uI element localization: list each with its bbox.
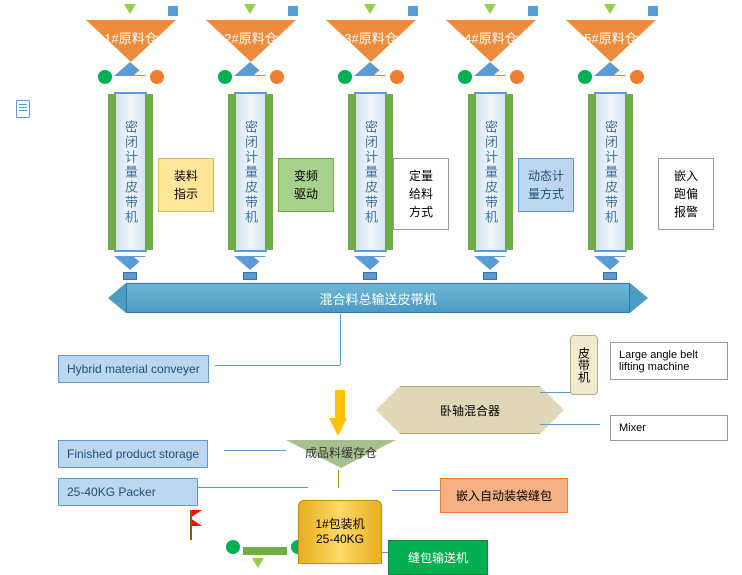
status-ball-orange (390, 70, 404, 84)
conveyor-cap-left (108, 283, 126, 313)
feed-square-icon (648, 6, 658, 16)
belt-weigher-5: 密闭计量皮带机 (594, 92, 627, 252)
belt-label: 密闭计量皮带机 (361, 120, 380, 225)
status-ball-green (578, 70, 592, 84)
gate-icon (483, 272, 497, 280)
packer-drum: 1#包装机 25-40KG (298, 500, 382, 564)
belt-label: 密闭计量皮带机 (601, 120, 620, 225)
mixer-hex: 卧轴混合器 (400, 386, 540, 434)
belt-weigher-2: 密闭计量皮带机 (234, 92, 267, 252)
orange-tag-text: 嵌入自动装袋缝包 (456, 489, 552, 503)
connector-line (392, 490, 440, 491)
belt-weigher-3: 密闭计量皮带机 (354, 92, 387, 252)
drum-line2: 25-40KG (299, 532, 381, 546)
auto-packer-tag: 嵌入自动装袋缝包 (440, 478, 568, 513)
connector-line (224, 450, 286, 451)
sewing-conveyor-tag: 缝包输送机 (388, 540, 488, 575)
status-ball-green (98, 70, 112, 84)
status-ball-green (458, 70, 472, 84)
conveyor-small (226, 540, 305, 557)
hopper-outlet (114, 62, 146, 76)
connector-line (338, 470, 339, 488)
drum-line1: 1#包装机 (299, 515, 381, 532)
feed-arrow-icon (484, 4, 496, 14)
hopper-outlet (354, 62, 386, 76)
english-tag: 25-40KG Packer (58, 478, 198, 506)
english-tag: Finished product storage (58, 440, 208, 468)
hex-label: 卧轴混合器 (440, 402, 500, 419)
gate-icon (123, 272, 137, 280)
hopper-2: 2#原料仓 (206, 20, 296, 62)
hopper-1: 1#原料仓 (86, 20, 176, 62)
status-ball-orange (630, 70, 644, 84)
belt-label: 密闭计量皮带机 (481, 120, 500, 225)
connector-line (198, 487, 308, 488)
side-label-box: 动态计量方式 (518, 158, 574, 212)
connector-line (215, 365, 340, 366)
conveyor-main: 混合料总输送皮带机 (126, 283, 630, 313)
connector-line (540, 424, 600, 425)
feed-arrow-icon (364, 4, 376, 14)
side-label-box: 变频驱动 (278, 158, 334, 212)
hopper-label: 3#原料仓 (341, 28, 401, 47)
gate-icon (363, 272, 377, 280)
small-arrow-icon (252, 558, 264, 568)
feed-arrow-icon (124, 4, 136, 14)
conveyor-label: 混合料总输送皮带机 (319, 289, 436, 308)
hopper-label: 1#原料仓 (101, 28, 161, 47)
belt-outlet (594, 256, 626, 270)
status-ball-orange (150, 70, 164, 84)
english-tag: Mixer (610, 415, 728, 441)
hopper-outlet (474, 62, 506, 76)
down-arrow (333, 390, 347, 436)
english-tag: Hybrid material conveyer (58, 355, 209, 383)
buffer-funnel: 成品料缓存仓 (286, 440, 396, 468)
belt-outlet (474, 256, 506, 270)
english-tag: Large angle belt lifting machine (610, 342, 728, 380)
green-tag-text: 缝包输送机 (408, 551, 468, 565)
hopper-label: 5#原料仓 (581, 28, 641, 47)
status-ball-green (338, 70, 352, 84)
belt-label: 密闭计量皮带机 (121, 120, 140, 225)
status-ball-orange (270, 70, 284, 84)
gate-icon (243, 272, 257, 280)
side-label-box: 装料指示 (158, 158, 214, 212)
side-label-box: 嵌入跑偏报警 (658, 158, 714, 230)
feed-arrow-icon (244, 4, 256, 14)
belt-label: 密闭计量皮带机 (241, 120, 260, 225)
belt-outlet (114, 256, 146, 270)
feed-arrow-icon (604, 4, 616, 14)
belt-outlet (354, 256, 386, 270)
belt-weigher-1: 密闭计量皮带机 (114, 92, 147, 252)
connector-line (340, 314, 341, 365)
funnel2-label: 成品料缓存仓 (296, 444, 386, 461)
hopper-3: 3#原料仓 (326, 20, 416, 62)
gate-icon (603, 272, 617, 280)
status-ball-green (218, 70, 232, 84)
hopper-label: 2#原料仓 (221, 28, 281, 47)
hopper-4: 4#原料仓 (446, 20, 536, 62)
feed-square-icon (288, 6, 298, 16)
doc-icon (16, 100, 30, 118)
feed-square-icon (528, 6, 538, 16)
scroll-label: 皮带机 (576, 347, 593, 383)
flag-marker (190, 510, 202, 540)
hopper-label: 4#原料仓 (461, 28, 521, 47)
hopper-outlet (234, 62, 266, 76)
hopper-5: 5#原料仓 (566, 20, 656, 62)
status-ball-orange (510, 70, 524, 84)
hopper-outlet (594, 62, 626, 76)
lifter-scroll: 皮带机 (570, 335, 598, 395)
side-label-box: 定量给料方式 (393, 158, 449, 230)
feed-square-icon (408, 6, 418, 16)
belt-outlet (234, 256, 266, 270)
feed-square-icon (168, 6, 178, 16)
belt-weigher-4: 密闭计量皮带机 (474, 92, 507, 252)
conveyor-cap-right (630, 283, 648, 313)
